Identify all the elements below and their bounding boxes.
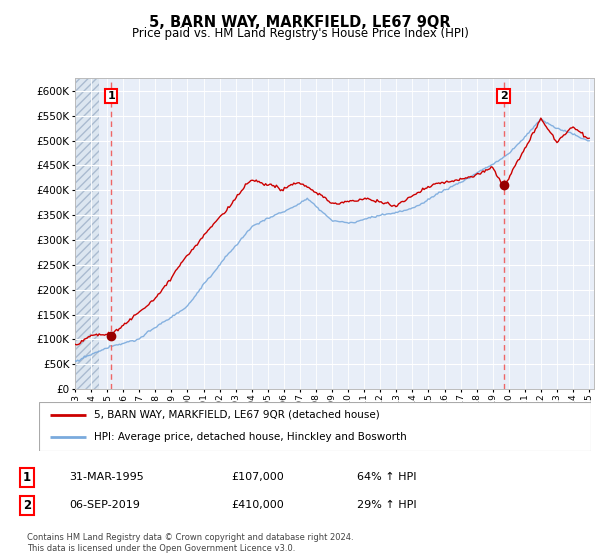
Text: 1: 1 (23, 470, 31, 484)
Text: 29% ↑ HPI: 29% ↑ HPI (357, 500, 416, 510)
Text: HPI: Average price, detached house, Hinckley and Bosworth: HPI: Average price, detached house, Hinc… (94, 432, 407, 442)
Text: 2: 2 (23, 498, 31, 512)
Text: 06-SEP-2019: 06-SEP-2019 (69, 500, 140, 510)
Text: £107,000: £107,000 (231, 472, 284, 482)
Text: 1: 1 (107, 91, 115, 101)
Text: 31-MAR-1995: 31-MAR-1995 (69, 472, 144, 482)
Text: Contains HM Land Registry data © Crown copyright and database right 2024.
This d: Contains HM Land Registry data © Crown c… (27, 533, 353, 553)
Text: 2: 2 (500, 91, 508, 101)
Text: 5, BARN WAY, MARKFIELD, LE67 9QR: 5, BARN WAY, MARKFIELD, LE67 9QR (149, 15, 451, 30)
Text: Price paid vs. HM Land Registry's House Price Index (HPI): Price paid vs. HM Land Registry's House … (131, 27, 469, 40)
Text: £410,000: £410,000 (231, 500, 284, 510)
Text: 5, BARN WAY, MARKFIELD, LE67 9QR (detached house): 5, BARN WAY, MARKFIELD, LE67 9QR (detach… (94, 410, 380, 420)
Text: 64% ↑ HPI: 64% ↑ HPI (357, 472, 416, 482)
